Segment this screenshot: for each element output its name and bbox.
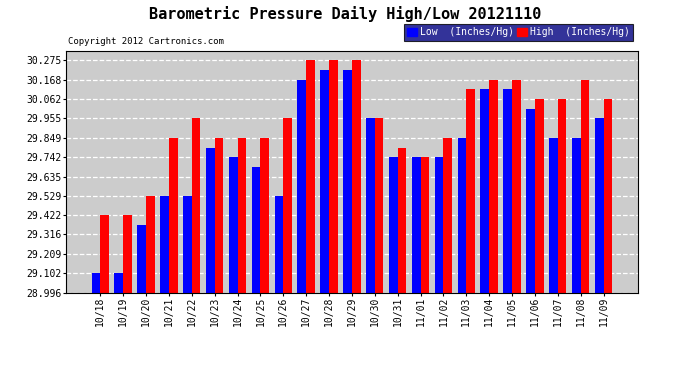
Text: Copyright 2012 Cartronics.com: Copyright 2012 Cartronics.com — [68, 38, 224, 46]
Bar — [489, 80, 498, 292]
Bar — [160, 196, 169, 292]
Bar — [595, 118, 604, 292]
Bar — [444, 138, 452, 292]
Bar — [92, 273, 100, 292]
Text: Barometric Pressure Daily High/Low 20121110: Barometric Pressure Daily High/Low 20121… — [149, 6, 541, 22]
Bar — [535, 99, 544, 292]
Bar — [237, 138, 246, 292]
Bar — [320, 70, 329, 292]
Bar — [366, 118, 375, 292]
Bar — [169, 138, 177, 292]
Bar — [581, 80, 589, 292]
Bar — [284, 118, 292, 292]
Bar — [435, 157, 444, 292]
Bar — [343, 70, 352, 292]
Bar — [457, 138, 466, 292]
Bar — [206, 147, 215, 292]
Bar — [260, 138, 269, 292]
Bar — [306, 60, 315, 292]
Bar — [100, 215, 109, 292]
Bar — [466, 90, 475, 292]
Bar — [389, 157, 397, 292]
Bar — [192, 118, 201, 292]
Bar — [526, 109, 535, 292]
Bar — [420, 157, 429, 292]
Bar — [352, 60, 361, 292]
Bar — [512, 80, 521, 292]
Bar — [604, 99, 612, 292]
Bar — [115, 273, 123, 292]
Bar — [123, 215, 132, 292]
Bar — [137, 225, 146, 292]
Legend: Low  (Inches/Hg), High  (Inches/Hg): Low (Inches/Hg), High (Inches/Hg) — [404, 24, 633, 41]
Bar — [503, 90, 512, 292]
Bar — [412, 157, 420, 292]
Bar — [572, 138, 581, 292]
Bar — [146, 196, 155, 292]
Bar — [275, 196, 284, 292]
Bar — [397, 147, 406, 292]
Bar — [480, 90, 489, 292]
Bar — [558, 99, 566, 292]
Bar — [183, 196, 192, 292]
Bar — [549, 138, 558, 292]
Bar — [297, 80, 306, 292]
Bar — [329, 60, 337, 292]
Bar — [215, 138, 224, 292]
Bar — [375, 118, 384, 292]
Bar — [252, 167, 260, 292]
Bar — [229, 157, 237, 292]
